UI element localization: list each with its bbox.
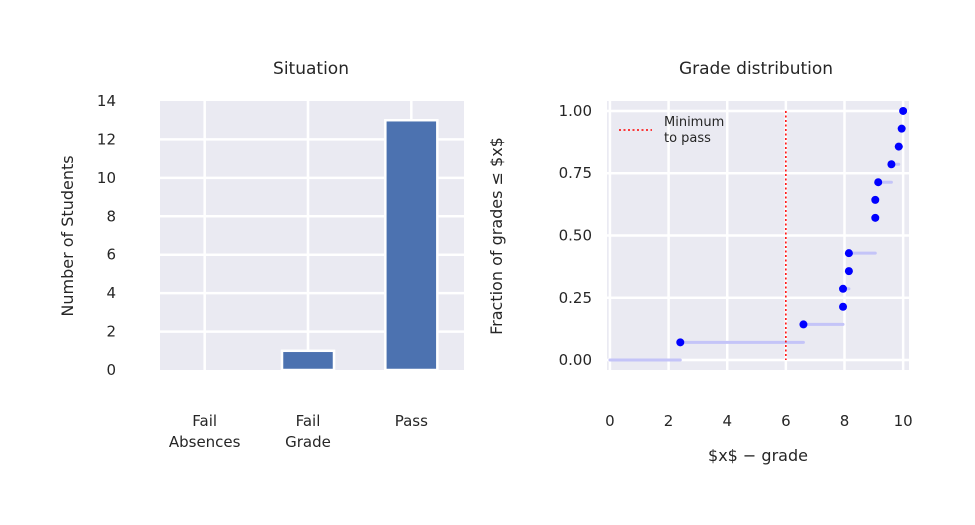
bar-chart-x-ticks: Fail Absences Fail Grade Pass (169, 412, 428, 451)
x-tick-label: 2 (664, 412, 674, 430)
legend-label-line-2: to pass (664, 131, 711, 146)
x-tick-label: 6 (781, 412, 791, 430)
cdf-chart-y-axis-label: Fraction of grades ≤ $x$ (487, 137, 506, 335)
x-tick-label: 10 (894, 412, 913, 430)
cdf-chart-points (676, 106, 908, 347)
y-tick-label: 6 (106, 246, 116, 264)
cdf-point (839, 302, 848, 311)
cdf-point (897, 124, 906, 133)
cdf-chart-x-ticks: 0 2 4 6 8 10 (605, 412, 913, 430)
bar-chart: 0 2 4 6 8 10 12 14 Fail Absences Fail Grade Pass Si… (58, 59, 464, 451)
y-tick-label: 0.25 (559, 289, 592, 307)
cdf-point (894, 142, 903, 151)
cdf-chart-x-axis-label: $x$ − grade (708, 446, 808, 465)
y-tick-label: 14 (97, 92, 116, 110)
y-tick-label: 12 (97, 130, 116, 148)
x-tick-label: Absences (169, 433, 241, 451)
cdf-point (899, 106, 908, 115)
x-tick-label: 4 (722, 412, 732, 430)
y-tick-label: 0.00 (559, 351, 592, 369)
y-tick-label: 0.75 (559, 164, 592, 182)
cdf-point (844, 249, 853, 258)
bar (280, 349, 336, 372)
y-tick-label: 2 (106, 323, 116, 341)
x-tick-label: 8 (840, 412, 850, 430)
x-tick-label: Pass (395, 412, 428, 430)
bar-chart-title: Situation (273, 59, 349, 79)
cdf-point (874, 178, 883, 187)
y-tick-label: 0.50 (559, 227, 592, 245)
cdf-point (844, 267, 853, 276)
bar-chart-y-ticks: 0 2 4 6 8 10 12 14 (97, 92, 116, 379)
y-tick-label: 1.00 (559, 102, 592, 120)
x-tick-label: 0 (605, 412, 615, 430)
x-tick-label: Grade (285, 433, 331, 451)
cdf-point (839, 284, 848, 293)
y-tick-label: 0 (106, 361, 116, 379)
y-tick-label: 8 (106, 207, 116, 225)
bar-chart-y-axis-label: Number of Students (58, 155, 77, 316)
cdf-chart-grid (607, 101, 909, 370)
x-tick-label: Fail (296, 412, 321, 430)
cdf-point (676, 338, 685, 347)
x-tick-label: Fail (192, 412, 217, 430)
cdf-point (799, 320, 808, 329)
cdf-point (871, 195, 880, 204)
y-tick-label: 10 (97, 169, 116, 187)
legend: Minimum to pass (619, 115, 724, 146)
cdf-point (887, 160, 896, 169)
cdf-chart: 0.00 0.25 0.50 0.75 1.00 0 2 4 6 8 10 Minimum to … (487, 59, 913, 465)
cdf-chart-y-ticks: 0.00 0.25 0.50 0.75 1.00 (559, 102, 592, 369)
cdf-chart-title: Grade distribution (679, 59, 833, 79)
bar-chart-bars (280, 118, 439, 372)
cdf-point (871, 213, 880, 222)
legend-label-line-1: Minimum (664, 115, 724, 130)
y-tick-label: 4 (106, 284, 116, 302)
bar (384, 118, 439, 372)
